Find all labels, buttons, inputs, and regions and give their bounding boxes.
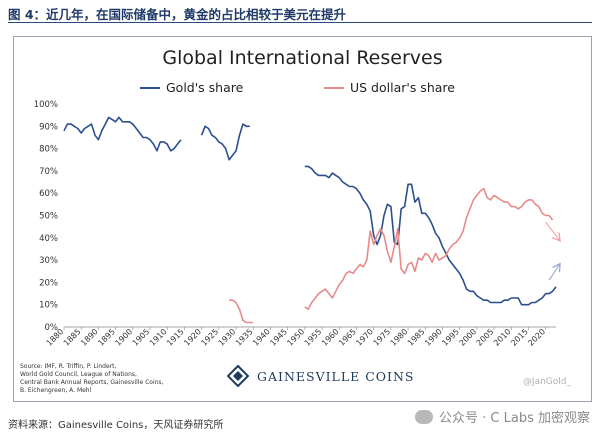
- footer-source: 资料来源：Gainesville Coins，天风证券研究所: [8, 420, 224, 431]
- x-tick-label: 1930: [217, 327, 238, 348]
- y-tick-label: 30%: [39, 256, 58, 266]
- gold-share-line: [304, 165, 557, 306]
- source-note-line: World Gold Council, League of Nations,: [20, 371, 137, 378]
- y-tick-label: 90%: [39, 122, 58, 132]
- legend-gold-swatch: [140, 86, 160, 89]
- x-tick-label: 1970: [354, 327, 375, 348]
- wechat-icon: [415, 409, 434, 424]
- x-tick-label: 1950: [285, 327, 306, 348]
- source-note: Source: IMF, R. Triffin, P. Lindert, Wor…: [20, 363, 190, 395]
- legend-usd-label: US dollar's share: [350, 80, 455, 95]
- gold-share-line: [63, 116, 182, 152]
- x-tick-label: 2015: [509, 327, 530, 348]
- x-tick-label: 1960: [320, 327, 341, 348]
- y-tick-label: 100%: [34, 100, 58, 110]
- x-tick-label: 1915: [165, 327, 186, 348]
- source-note-line: Source: IMF, R. Triffin, P. Lindert,: [20, 363, 117, 370]
- legend-usd-swatch: [324, 86, 344, 89]
- x-tick-label: 1940: [251, 327, 272, 348]
- usd-share-line: [304, 187, 554, 310]
- y-tick-label: 0%: [45, 323, 59, 333]
- usd-share-line: [229, 299, 254, 324]
- x-tick-label: 1895: [96, 327, 117, 348]
- x-tick-label: 2020: [526, 327, 547, 348]
- x-tick-label: 1985: [406, 327, 427, 348]
- brand-name: GAINESVILLE COINS: [257, 368, 415, 384]
- brand: GAINESVILLE COINS: [227, 365, 415, 387]
- x-tick-label: 1995: [440, 327, 461, 348]
- x-tick-label: 1905: [131, 327, 152, 348]
- x-tick-label: 1910: [148, 327, 169, 348]
- wechat-text: 公众号 · C Labs 加密观察: [439, 411, 590, 426]
- chart-title: Global International Reserves: [162, 47, 443, 69]
- y-tick-label: 60%: [39, 189, 58, 199]
- chart-frame: Global International Reserves Gold's sha…: [13, 36, 592, 402]
- legend-usd: US dollar's share: [324, 80, 455, 95]
- y-tick-label: 40%: [39, 234, 58, 244]
- x-tick-label: 1980: [389, 327, 410, 348]
- usd-trend-arrow: [545, 221, 560, 240]
- x-tick-label: 1900: [113, 327, 134, 348]
- x-tick-label: 1925: [199, 327, 220, 348]
- x-tick-label: 2010: [492, 327, 513, 348]
- title-divider: [8, 22, 592, 23]
- plot-area: 0%10%20%30%40%50%60%70%80%90%100%1880188…: [34, 100, 591, 348]
- diamond-logo-icon: [227, 365, 249, 387]
- x-tick-label: 1890: [79, 327, 100, 348]
- y-tick-label: 80%: [39, 145, 58, 155]
- x-tick-label: 1955: [303, 327, 324, 348]
- gold-trend-arrow: [548, 265, 559, 281]
- x-tick-label: 2000: [458, 327, 479, 348]
- x-tick-label: 1965: [337, 327, 358, 348]
- source-note-line: Central Bank Annual Reports, Gainesville…: [20, 379, 164, 386]
- x-tick-label: 1935: [234, 327, 255, 348]
- y-tick-label: 10%: [39, 301, 58, 311]
- y-tick-label: 70%: [39, 167, 58, 177]
- y-tick-label: 20%: [39, 278, 58, 288]
- report-title: 图 4：近几年，在国际储备中，黄金的占比相较于美元在提升: [8, 7, 347, 22]
- legend-gold: Gold's share: [140, 80, 243, 95]
- y-tick-label: 50%: [39, 212, 58, 222]
- x-tick-label: 2005: [475, 327, 496, 348]
- x-tick-label: 1990: [423, 327, 444, 348]
- x-tick-label: 1945: [268, 327, 289, 348]
- legend-gold-label: Gold's share: [166, 80, 244, 95]
- x-tick-label: 1975: [372, 327, 393, 348]
- source-note-line: B. Eichengreen, A. Mehl: [20, 387, 92, 394]
- wechat-watermark: 公众号 · C Labs 加密观察: [415, 407, 590, 426]
- x-tick-label: 1920: [182, 327, 203, 348]
- x-tick-label: 1885: [62, 327, 83, 348]
- gold-share-line: [200, 123, 250, 161]
- watermark-handle: @JanGold_: [522, 377, 571, 387]
